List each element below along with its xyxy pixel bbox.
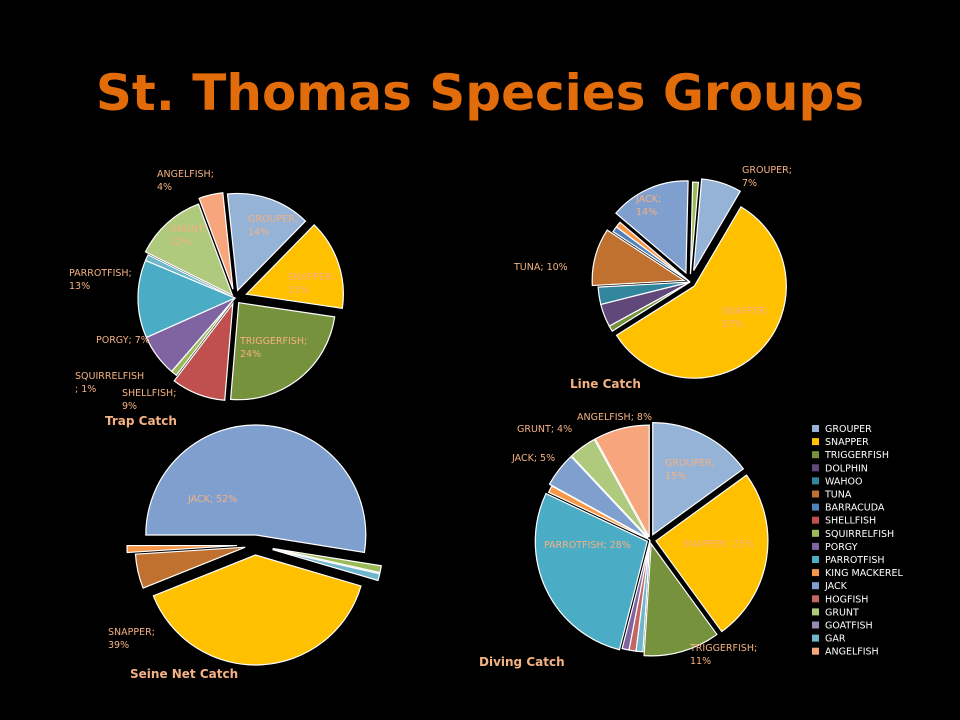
data-label-angelfish: ANGELFISH; 8% [577,412,652,423]
legend-swatch [812,556,819,563]
data-label-squirrelfish: SQUIRRELFISH; 1% [75,371,144,395]
legend-item: JACK [824,581,848,592]
legend-item: GROUPER [825,424,872,435]
data-label-parrotfish: PARROTFISH; 13% [69,268,132,292]
legend-swatch [812,647,819,655]
data-label-grunt: GRUNT; 4% [517,424,572,435]
legend-swatch [812,451,819,459]
data-label-grouper: GROUPER; 15% [665,458,715,482]
legend-item: BARRACUDA [825,503,885,514]
legend-swatch [812,634,819,642]
data-label-snapper: SNAPPER; 57% [722,306,769,330]
chart-title: Line Catch [570,377,641,391]
slice-porgy [621,539,651,651]
chart-title: Seine Net Catch [130,667,238,681]
legend-item: GOATFISH [825,621,873,632]
legend-swatch [812,490,819,498]
legend-swatch [812,477,819,485]
legend-swatch [812,425,819,432]
data-label-triggerfish: TRIGGERFISH; 11% [689,643,757,667]
data-label-snapper: SNAPPER; 39% [108,627,155,651]
legend: GROUPER SNAPPER TRIGGERFISH DOLPHIN WAHOO TUN… [812,424,904,658]
data-label-jack: JACK; 52% [187,494,237,505]
slice-squirrelfish [272,547,382,574]
slice-snapper [152,554,362,666]
slice-triggerfish [229,302,336,401]
data-label-tuna: TUNA; 10% [513,262,568,273]
slice-triggerfish [643,542,718,657]
slice-grouper [226,192,307,292]
slice-jack [615,180,689,275]
data-label-snapper: SNAPPER; 25% [683,539,754,550]
slide-title: St. Thomas Species Groups [95,64,865,122]
slice-gar [144,254,236,299]
data-label-angelfish: ANGELFISH; 4% [157,169,214,193]
legend-swatch [812,608,819,616]
slice-snapper [245,224,344,310]
slice-snapper [615,206,787,379]
slice-shellfish [173,301,234,401]
legend-swatch [812,529,819,537]
legend-item: SNAPPER [825,437,869,448]
data-label-jack: JACK; 5% [511,453,555,464]
legend-swatch [812,595,819,603]
legend-swatch [812,569,819,577]
slice-grouper [652,422,745,536]
legend-item: SQUIRRELFISH [825,529,894,540]
data-label-snapper: SNAPPER; 15% [288,272,335,296]
slice-tuna [134,546,246,589]
slice-grunt [570,438,649,538]
slice-tuna [591,229,687,287]
slice-grouper [693,178,742,271]
pie-2: GROUPER; 7% SNAPPER; 57% TUNA; 10% JACK; 14% Li… [513,165,792,391]
slice-snapper [655,474,769,633]
legend-swatch [812,621,819,629]
data-label-triggerfish: TRIGGERFISH; 24% [239,336,307,360]
pie-3: JACK; 52% SNAPPER; 39% Seine Net Catch [108,424,382,681]
slice-parrotfish [137,259,237,339]
legend-item: SHELLFISH [825,516,876,527]
data-label-grouper: GROUPER; 14% [248,214,298,238]
legend-swatch [812,542,819,550]
pie-4: GROUPER; 15% SNAPPER; 25% TRIGGERFISH; 11% PA… [479,412,904,669]
slice-wahoo [597,281,691,306]
legend-swatch [812,516,819,524]
legend-item: GRUNT [825,607,859,618]
legend-item: TUNA [824,490,852,501]
slice-gar [272,548,381,582]
legend-swatch [812,438,819,446]
legend-item: PORGY [825,542,858,553]
data-label-grunt: GRUNT; 12% [170,224,207,248]
slice-jack [145,424,367,554]
slice-jack [548,455,649,539]
legend-item: DOLPHIN [825,463,868,474]
slice-squirrelfish [689,181,700,275]
data-label-shellfish: SHELLFISH; 9% [122,388,176,412]
legend-item: TRIGGERFISH [824,450,889,461]
slice-king-mackerel [615,221,691,283]
legend-item: KING MACKEREL [825,568,904,579]
legend-item: HOGFISH [825,594,868,605]
legend-item: GAR [825,634,846,645]
slice-parrotfish [534,492,648,651]
data-label-jack: JACK; 14% [635,194,661,218]
pie-1: GROUPER; 14% SNAPPER; 15% TRIGGERFISH; 24% SHE… [69,169,344,428]
legend-swatch [812,464,819,472]
legend-swatch [812,582,819,590]
legend-swatch [812,503,819,511]
slice-grunt [144,203,234,297]
slice-angelfish [594,424,650,538]
slice-angelfish [198,192,234,290]
data-label-porgy: PORGY; 7% [96,335,150,346]
legend-item: PARROTFISH [825,555,885,566]
data-label-parrotfish: PARROTFISH; 28% [544,540,631,551]
slice-king-mackerel [126,544,238,554]
chart-title: Diving Catch [479,655,565,669]
legend-item: WAHOO [825,476,862,487]
data-label-grouper: GROUPER; 7% [742,165,792,189]
chart-title: Trap Catch [105,414,177,428]
legend-item: ANGELFISH [825,647,879,658]
